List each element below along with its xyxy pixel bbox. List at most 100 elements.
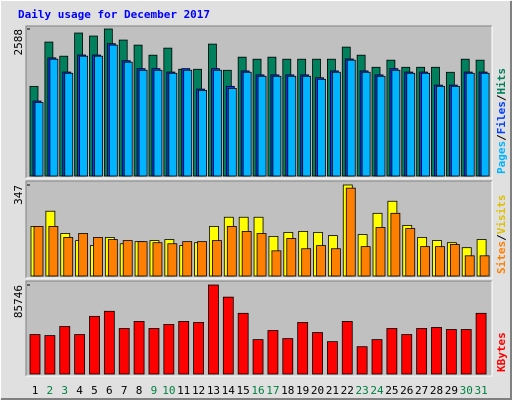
bar: [435, 246, 445, 277]
bar: [475, 312, 487, 375]
bar: [420, 246, 431, 277]
x-tick-label: 4: [76, 384, 83, 397]
bar: [267, 330, 279, 375]
x-tick-label: 2: [47, 384, 54, 397]
bar: [416, 328, 428, 375]
x-tick-label: 16: [251, 384, 264, 397]
bar: [317, 78, 326, 177]
plot-border: [26, 26, 493, 179]
bar: [465, 72, 475, 177]
x-tick-label: 28: [430, 384, 443, 397]
bar: [123, 61, 133, 177]
bar: [287, 75, 297, 177]
bar: [138, 69, 148, 177]
bar: [79, 55, 89, 177]
legend-entry: Files: [495, 101, 508, 134]
x-tick-label: 29: [445, 384, 458, 397]
legend-entry: Pages: [495, 141, 508, 174]
bar: [479, 255, 490, 277]
bar: [133, 321, 145, 375]
bar: [193, 321, 204, 375]
bar: [460, 329, 472, 375]
bar: [237, 312, 249, 375]
legend-separator: /: [495, 94, 508, 101]
legend-separator: /: [495, 134, 508, 141]
x-tick-label: 18: [281, 384, 294, 397]
bar: [107, 239, 118, 277]
bar: [371, 339, 383, 375]
x-tick-label: 13: [207, 384, 220, 397]
x-tick-label: 8: [136, 384, 143, 397]
legend-entry: Sites: [495, 241, 508, 274]
bar: [33, 226, 44, 277]
x-tick-label: 30: [460, 384, 473, 397]
bar: [163, 324, 175, 375]
bar: [375, 227, 386, 277]
y-tick-label: 2588: [12, 29, 25, 56]
legend-entry: Visits: [495, 195, 508, 235]
bar: [302, 75, 312, 177]
bar: [330, 248, 341, 277]
x-tick-label: 27: [415, 384, 428, 397]
legend-separator: /: [495, 234, 508, 241]
bar: [93, 237, 103, 277]
x-tick-label: 21: [326, 384, 339, 397]
legend: Sites/Visits: [495, 195, 508, 275]
plot-border: [25, 280, 492, 376]
bar: [168, 72, 178, 177]
bar: [153, 69, 163, 177]
x-tick-label: 9: [151, 384, 158, 397]
y-tick-label: 347: [12, 185, 25, 205]
chart-title: Daily usage for December 2017: [18, 8, 210, 21]
bar: [226, 226, 237, 277]
x-tick-label: 25: [385, 384, 398, 397]
bar: [282, 338, 294, 375]
bar: [312, 332, 323, 375]
x-tick-label: 19: [296, 384, 309, 397]
bar: [59, 326, 71, 375]
x-tick-label: 5: [91, 384, 98, 397]
bar: [297, 322, 309, 375]
x-tick-label: 20: [311, 384, 324, 397]
bar: [256, 233, 267, 277]
bar: [401, 334, 413, 375]
x-tick-label: 7: [121, 384, 128, 397]
legend: Pages/Files/Hits: [495, 68, 508, 174]
bar: [197, 241, 207, 277]
bar: [178, 321, 190, 375]
bar: [242, 71, 252, 177]
x-tick-label: 31: [474, 384, 487, 397]
bar: [345, 187, 356, 277]
legend-entry: Hits: [495, 68, 508, 95]
bar: [421, 72, 431, 177]
x-tick-label: 22: [341, 384, 354, 397]
bar: [331, 71, 341, 177]
bar: [326, 341, 338, 375]
bar: [183, 69, 193, 177]
bar: [212, 240, 222, 277]
bar: [316, 245, 326, 277]
bar: [227, 88, 237, 177]
bar: [391, 69, 401, 177]
x-tick-label: 12: [192, 384, 205, 397]
bar: [152, 242, 163, 277]
bar: [34, 102, 44, 177]
bar: [390, 212, 401, 277]
bar: [346, 59, 356, 177]
bar: [89, 315, 100, 375]
bar: [222, 296, 234, 375]
y-tick-label: 85746: [12, 285, 25, 318]
x-tick-label: 10: [162, 384, 175, 397]
bar: [271, 250, 282, 277]
legend: KBytes: [495, 332, 508, 372]
bar: [182, 241, 193, 277]
plot-border: [26, 281, 493, 377]
bar: [464, 255, 475, 277]
plot-border: [26, 181, 493, 279]
bar: [361, 71, 371, 177]
bar: [208, 284, 219, 375]
x-tick-label: 11: [177, 384, 190, 397]
x-tick-label: 26: [400, 384, 413, 397]
bar: [122, 240, 133, 277]
